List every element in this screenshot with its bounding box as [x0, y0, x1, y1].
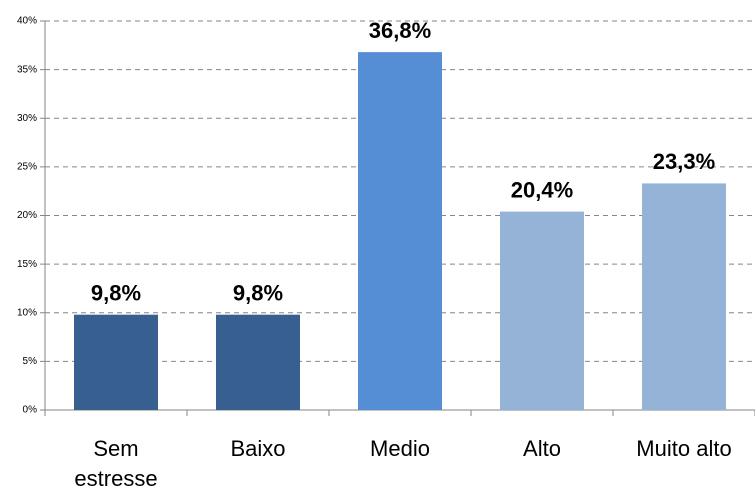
bar: [358, 52, 442, 411]
y-tick-label: 10%: [17, 307, 37, 318]
y-tick-label: 15%: [17, 259, 37, 270]
y-tick-label: 25%: [17, 162, 37, 173]
x-tick-label: Baixo: [230, 436, 286, 461]
x-tick-label: Medio: [370, 436, 430, 461]
value-label: 36,8%: [369, 18, 431, 43]
bar: [74, 314, 158, 410]
y-tick-label: 20%: [17, 210, 37, 221]
value-label: 9,8%: [233, 281, 283, 306]
y-tick-label: 5%: [23, 356, 38, 367]
y-tick-label: 30%: [17, 113, 37, 124]
y-tick-label: 0%: [23, 405, 38, 416]
bar: [216, 314, 300, 410]
value-label: 9,8%: [91, 281, 141, 306]
bar: [500, 211, 584, 410]
bar: [642, 183, 726, 410]
x-tick-label: Muito alto: [636, 436, 732, 461]
value-label: 23,3%: [653, 149, 715, 174]
y-tick-label: 40%: [17, 16, 37, 27]
x-tick-label: Alto: [523, 436, 561, 461]
x-tick-label: Sem estresse: [74, 436, 158, 491]
y-tick-label: 35%: [17, 64, 37, 75]
value-label: 20,4%: [511, 177, 573, 202]
